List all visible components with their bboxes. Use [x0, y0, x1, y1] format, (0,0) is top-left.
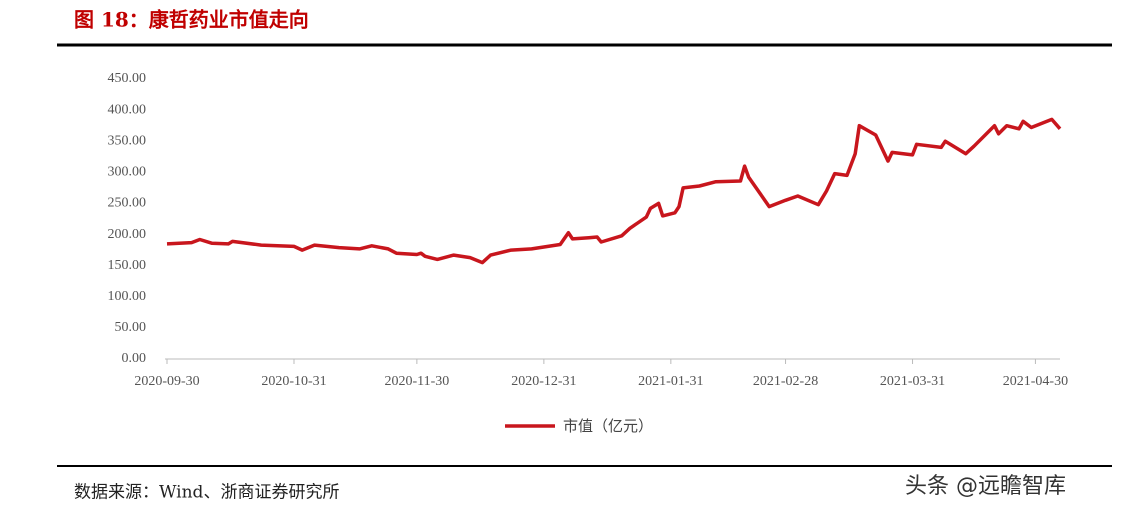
y-tick-label: 350.00: [108, 133, 147, 148]
y-tick-label: 0.00: [122, 351, 147, 366]
source: 数据来源：Wind、浙商证券研究所: [74, 483, 339, 503]
y-tick-label: 300.00: [108, 165, 147, 180]
watermark: 头条 @远瞻智库: [905, 474, 1066, 499]
y-tick-label: 100.00: [108, 289, 147, 304]
legend-label: 市值（亿元）: [563, 417, 653, 435]
chart-title: 图 18：康哲药业市值走向: [74, 8, 309, 32]
x-tick-label: 2020-11-30: [384, 374, 449, 389]
y-tick-label: 450.00: [108, 71, 147, 86]
x-tick-label: 2020-12-31: [511, 374, 576, 389]
y-tick-label: 150.00: [108, 258, 147, 273]
x-tick-label: 2021-04-30: [1003, 374, 1068, 389]
y-tick-label: 400.00: [108, 102, 147, 117]
y-tick-label: 250.00: [108, 196, 147, 211]
x-tick-label: 2020-09-30: [134, 374, 199, 389]
x-tick-label: 2021-02-28: [753, 374, 818, 389]
x-tick-label: 2021-03-31: [880, 374, 945, 389]
x-tick-label: 2020-10-31: [261, 374, 326, 389]
line-series: [166, 117, 1062, 265]
y-tick-label: 50.00: [115, 320, 147, 335]
x-tick-label: 2021-01-31: [638, 374, 703, 389]
y-tick-label: 200.00: [108, 227, 147, 242]
